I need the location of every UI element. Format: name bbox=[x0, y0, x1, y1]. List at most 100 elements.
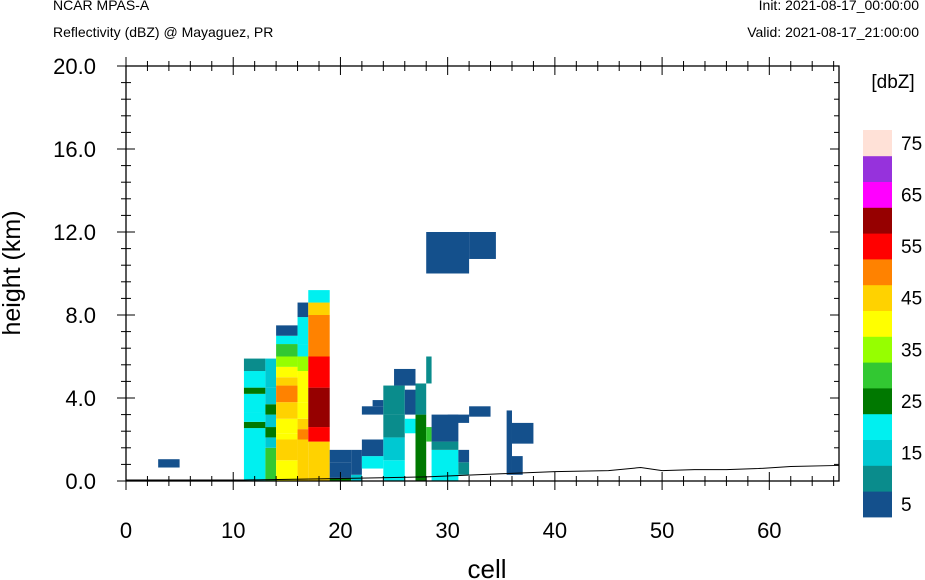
reflectivity-cell bbox=[511, 422, 534, 444]
reflectivity-cell bbox=[265, 447, 277, 481]
reflectivity-cell bbox=[276, 433, 298, 440]
y-tick-label: 12.0 bbox=[53, 220, 96, 245]
colorbar-swatch bbox=[863, 336, 892, 363]
reflectivity-cell bbox=[276, 366, 298, 378]
colorbar-label: 35 bbox=[901, 340, 922, 361]
reflectivity-cell bbox=[394, 368, 416, 386]
reflectivity-cell bbox=[276, 418, 298, 434]
reflectivity-cell bbox=[297, 302, 309, 318]
y-tick-labels: 0.0 4.0 8.0 12.0 16.0 20.0 bbox=[53, 54, 96, 494]
reflectivity-cell bbox=[308, 441, 330, 481]
reflectivity-cell bbox=[361, 439, 384, 457]
init-time: Init: 2021-08-17_00:00:00 bbox=[758, 0, 919, 13]
reflectivity-cell bbox=[351, 449, 362, 475]
reflectivity-cell bbox=[297, 402, 309, 419]
y-tick-label: 0.0 bbox=[65, 469, 96, 494]
colorbar-label: 65 bbox=[901, 186, 922, 207]
colorbar-swatch bbox=[863, 413, 892, 440]
reflectivity-cell bbox=[243, 371, 266, 388]
x-axis-label: cell bbox=[467, 554, 506, 580]
x-tick-label: 10 bbox=[221, 518, 245, 543]
reflectivity-cell bbox=[308, 387, 330, 428]
reflectivity-cell bbox=[297, 356, 309, 372]
axis-ticks bbox=[117, 57, 839, 490]
reflectivity-cell bbox=[308, 315, 330, 357]
reflectivity-cell bbox=[383, 414, 405, 438]
colorbar-labels: 5 15 25 35 45 55 65 75 bbox=[901, 134, 922, 516]
x-tick-label: 30 bbox=[435, 518, 459, 543]
reflectivity-cell bbox=[308, 302, 330, 315]
y-tick-label: 16.0 bbox=[53, 137, 96, 162]
reflectivity-cell bbox=[404, 418, 416, 434]
reflectivity-cell bbox=[297, 429, 309, 440]
y-tick-label: 20.0 bbox=[53, 54, 96, 79]
reflectivity-cell bbox=[243, 412, 266, 422]
colorbar-swatch bbox=[863, 310, 892, 337]
reflectivity-cell bbox=[276, 325, 298, 336]
reflectivity-cell bbox=[469, 406, 491, 417]
reflectivity-cell bbox=[426, 232, 470, 274]
reflectivity-cell bbox=[158, 459, 180, 468]
y-tick-label: 4.0 bbox=[65, 386, 96, 411]
reflectivity-cells bbox=[158, 232, 534, 481]
colorbar-swatch bbox=[863, 130, 892, 157]
reflectivity-cell bbox=[265, 437, 277, 448]
reflectivity-cell bbox=[383, 460, 405, 481]
reflectivity-cell bbox=[276, 377, 298, 386]
x-tick-label: 60 bbox=[757, 518, 781, 543]
reflectivity-cell bbox=[276, 335, 298, 345]
valid-time: Valid: 2021-08-17_21:00:00 bbox=[747, 24, 919, 40]
colorbar-swatch bbox=[863, 439, 892, 466]
model-title: NCAR MPAS-A bbox=[53, 0, 150, 13]
colorbar-label: 5 bbox=[901, 495, 912, 516]
colorbar-label: 25 bbox=[901, 392, 922, 413]
reflectivity-cell bbox=[265, 358, 277, 388]
x-tick-label: 50 bbox=[650, 518, 674, 543]
colorbar-swatch bbox=[863, 181, 892, 208]
colorbar-title: [dbZ] bbox=[871, 72, 914, 93]
colorbar-swatch bbox=[863, 207, 892, 234]
reflectivity-cell bbox=[431, 441, 459, 450]
reflectivity-cell bbox=[308, 290, 330, 303]
reflectivity-cell bbox=[383, 437, 405, 461]
colorbar-label: 75 bbox=[901, 134, 922, 155]
reflectivity-cell bbox=[276, 344, 298, 357]
reflectivity-cell bbox=[297, 418, 309, 430]
y-tick-label: 8.0 bbox=[65, 303, 96, 328]
colorbar-swatch bbox=[863, 388, 892, 415]
reflectivity-cell bbox=[243, 428, 266, 481]
reflectivity-cell bbox=[361, 406, 384, 415]
colorbar-label: 45 bbox=[901, 289, 922, 310]
reflectivity-cell bbox=[458, 449, 470, 463]
reflectivity-cell bbox=[276, 439, 298, 461]
reflectivity-cell bbox=[415, 414, 427, 481]
reflectivity-cell bbox=[447, 414, 470, 423]
reflectivity-cell bbox=[265, 427, 277, 438]
reflectivity-cell bbox=[297, 317, 309, 345]
colorbar-label: 15 bbox=[901, 444, 922, 465]
reflectivity-cell bbox=[265, 404, 277, 415]
reflectivity-cell bbox=[458, 462, 470, 475]
colorbar-swatch bbox=[863, 465, 892, 492]
reflectivity-cell bbox=[511, 456, 523, 475]
reflectivity-cell bbox=[329, 462, 352, 478]
reflectivity-cell bbox=[308, 427, 330, 442]
reflectivity-cell bbox=[265, 387, 277, 405]
reflectivity-cell bbox=[383, 385, 405, 415]
reflectivity-cell bbox=[469, 232, 496, 259]
reflectivity-cell bbox=[426, 356, 432, 384]
reflectivity-cell bbox=[297, 344, 309, 357]
x-tick-label: 0 bbox=[120, 518, 132, 543]
colorbar-swatch bbox=[863, 284, 892, 311]
reflectivity-cell bbox=[276, 460, 298, 481]
terrain-line bbox=[126, 464, 840, 481]
colorbar-swatch bbox=[863, 491, 892, 518]
reflectivity-cell bbox=[329, 449, 352, 463]
colorbar-swatch bbox=[863, 362, 892, 389]
reflectivity-cell bbox=[415, 383, 427, 415]
reflectivity-cell bbox=[276, 356, 298, 367]
y-axis-label: height (km) bbox=[0, 210, 26, 335]
reflectivity-cell bbox=[243, 358, 266, 372]
x-tick-labels: 0 10 20 30 40 50 60 bbox=[120, 518, 782, 543]
